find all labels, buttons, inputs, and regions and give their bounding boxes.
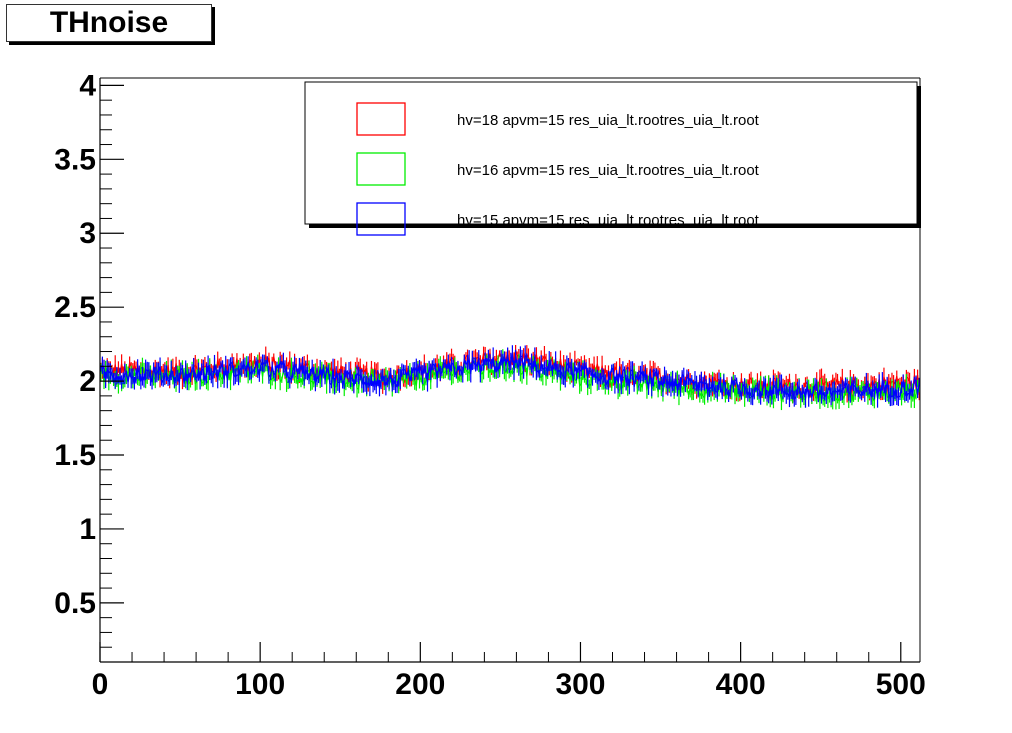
legend-swatch — [356, 152, 406, 186]
series-layer — [100, 344, 920, 411]
x-tick-label: 200 — [395, 668, 445, 701]
y-tick-label: 2.5 — [54, 291, 96, 324]
legend-box — [304, 81, 918, 225]
x-tick-label: 400 — [716, 668, 766, 701]
y-tick-label: 1.5 — [54, 439, 96, 472]
legend-swatch — [356, 102, 406, 136]
x-tick-label: 0 — [92, 668, 109, 701]
legend-entry-label: hv=16 apvm=15 res_uia_lt.rootres_uia_lt.… — [457, 162, 760, 179]
axes-layer: 0.5 1 1.5 2 2.5 3 3.5 4 0 100 200 300 400 500 — [54, 69, 926, 701]
x-tick-label: 300 — [555, 668, 605, 701]
legend-swatch — [356, 202, 406, 236]
y-tick-label: 3.5 — [54, 143, 96, 176]
series-2 — [100, 345, 920, 408]
x-tick-label: 500 — [876, 668, 926, 701]
legend-entry-label: hv=18 apvm=15 res_uia_lt.rootres_uia_lt.… — [457, 112, 760, 129]
series-line — [100, 353, 920, 400]
y-tick-label: 1 — [79, 513, 96, 546]
y-tick-label: 3 — [79, 217, 96, 250]
y-tick-label: 4 — [79, 69, 96, 102]
y-tick-label: 0.5 — [54, 587, 96, 620]
x-tick-label: 100 — [235, 668, 285, 701]
chart-title: THnoise — [6, 4, 212, 42]
legend: hv=18 apvm=15 res_uia_lt.rootres_uia_lt.… — [304, 81, 921, 236]
y-tick-label: 2 — [79, 365, 96, 398]
legend-entry-label: hv=15 apvm=15 res_uia_lt.rootres_uia_lt.… — [457, 212, 760, 229]
